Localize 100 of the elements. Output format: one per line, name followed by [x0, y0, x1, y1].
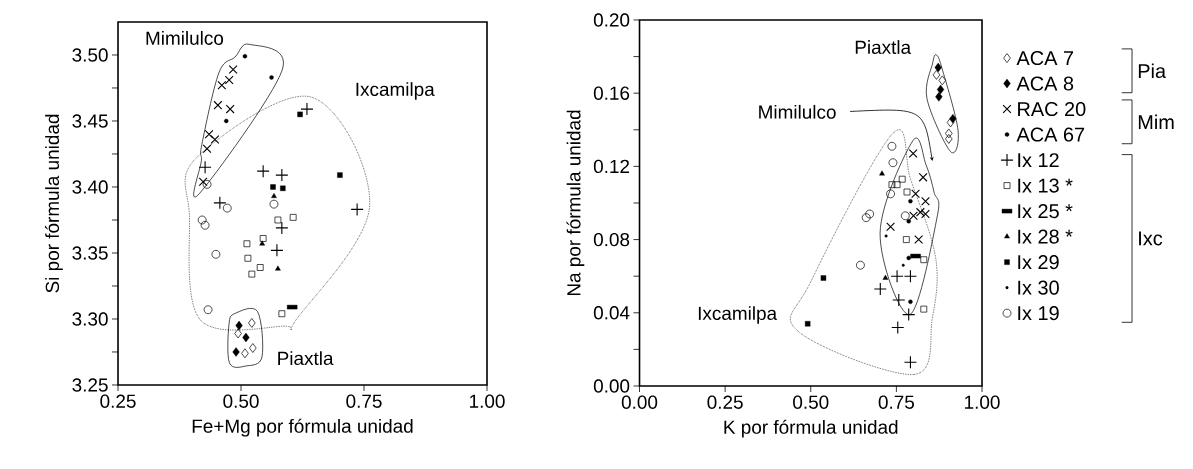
point: [275, 168, 289, 182]
point: [920, 256, 928, 264]
point: [946, 117, 955, 128]
annotation: Ixcamilpa: [698, 306, 778, 324]
point: [935, 92, 943, 102]
y-tick-label: 3.30: [72, 312, 108, 326]
text: Pia: [1138, 63, 1167, 79]
point: [934, 62, 942, 73]
annotation: Piaxtla: [278, 351, 334, 366]
point: [197, 215, 207, 225]
point: [198, 160, 212, 174]
point: [232, 347, 240, 357]
y-axis-title: Na por fórmula unidad: [566, 110, 585, 296]
x-tick-label: 0.50: [223, 394, 259, 408]
point: [903, 269, 917, 283]
point: [900, 211, 910, 221]
point: [879, 170, 885, 176]
point: [211, 249, 221, 259]
y-tick-label: 0.20: [593, 13, 630, 27]
point: [861, 213, 871, 222]
point: [820, 275, 827, 281]
x-axis-title: Fe+Mg por fórmula unidad: [192, 418, 413, 437]
point: [902, 308, 916, 322]
annotation: Ixcamilpa: [356, 82, 435, 100]
point: [269, 199, 279, 209]
point: [873, 282, 887, 296]
point: [225, 104, 235, 114]
point: [274, 216, 282, 224]
legend-label: Ix 28 *: [1018, 229, 1073, 244]
point: [297, 111, 303, 118]
point: [350, 202, 364, 216]
point: [241, 348, 249, 359]
y-tick-label: 0.08: [593, 232, 630, 247]
point: [203, 305, 213, 315]
point: [908, 198, 913, 204]
y-tick-label: 0.00: [593, 379, 630, 393]
point: [278, 310, 286, 318]
point: [202, 144, 212, 154]
x-tick-label: 1.00: [470, 394, 505, 408]
annotation: Mimilulco: [759, 104, 836, 119]
point: [202, 180, 212, 189]
point: [938, 75, 947, 86]
y-tick-label: 3.35: [72, 246, 108, 260]
point: [888, 158, 898, 168]
legend-label: ACA 8: [1016, 76, 1074, 91]
point: [222, 203, 232, 213]
point: [911, 189, 920, 199]
legend-label: ACA 7: [1016, 51, 1074, 66]
point: [909, 211, 918, 221]
annotation: Mimilulco: [146, 31, 224, 45]
point: [271, 193, 277, 198]
x-axis-title: K por fórmula unidad: [724, 419, 898, 438]
point: [242, 332, 250, 343]
point: [902, 236, 910, 243]
point: [921, 196, 930, 206]
point: [903, 188, 911, 196]
text: Ixc: [1139, 231, 1163, 246]
point: [906, 219, 911, 224]
y-tick-label: 3.40: [72, 180, 108, 194]
point: [256, 164, 270, 178]
point: [887, 141, 897, 151]
point: [275, 221, 289, 235]
point: [248, 318, 256, 328]
point: [884, 234, 888, 238]
point: [888, 181, 896, 189]
y-tick-label: 3.25: [72, 378, 108, 392]
legend-label: Ix 13 *: [1018, 178, 1073, 193]
point: [256, 264, 264, 271]
point: [243, 240, 251, 248]
legend-label: ACA 67: [1016, 127, 1085, 142]
point: [914, 235, 924, 245]
point: [213, 100, 223, 110]
point: [234, 328, 242, 339]
point: [949, 114, 957, 124]
point: [890, 269, 904, 283]
point: [898, 175, 906, 183]
y-axis-title: Si por fórmula unidad: [44, 114, 63, 293]
point: [270, 184, 276, 190]
point: [217, 80, 227, 90]
point: [908, 149, 918, 159]
point: [945, 134, 953, 144]
annotation: Piaxtla: [855, 40, 912, 55]
point: [886, 222, 895, 232]
point: [224, 118, 229, 124]
point: [804, 321, 811, 327]
point: [893, 181, 901, 189]
point: [921, 209, 930, 219]
point: [210, 135, 220, 144]
point: [945, 128, 953, 139]
point: [269, 75, 274, 80]
point: [289, 214, 297, 221]
legend-label: Ix 19: [1018, 306, 1059, 321]
point: [300, 102, 314, 116]
point: [228, 65, 238, 74]
point: [908, 299, 913, 304]
point: [882, 274, 889, 280]
legend-label: RAC 20: [1018, 102, 1086, 117]
point: [224, 75, 234, 85]
text: Mim: [1138, 114, 1174, 130]
point: [235, 320, 243, 331]
